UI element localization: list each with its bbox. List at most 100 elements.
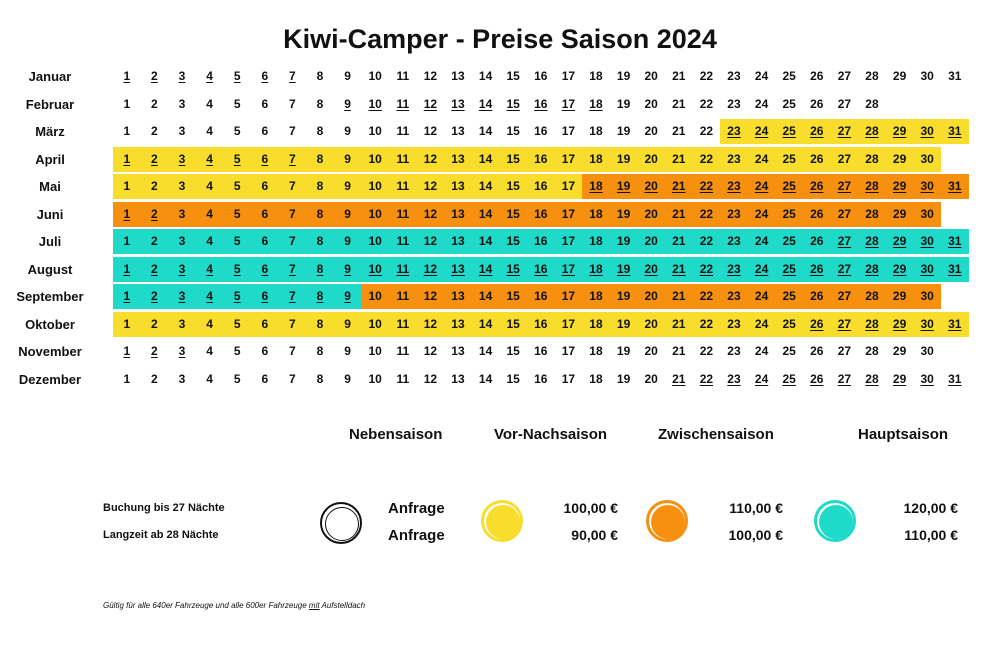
month-label: Juli xyxy=(38,234,62,249)
calendar-day-cell: 17 xyxy=(561,344,576,358)
calendar-day-cell: 13 xyxy=(444,201,472,227)
calendar-day-cell: 30 xyxy=(913,284,941,309)
legend-row-label-buchung: Buchung bis 27 Nächte xyxy=(103,502,225,514)
calendar-day-cell: 14 xyxy=(478,371,493,386)
calendar-day-cell: 25 xyxy=(775,311,803,337)
calendar-day-cell: 13 xyxy=(444,256,472,282)
calendar-day-cell: 29 xyxy=(892,371,907,386)
hauptsaison-circle-icon xyxy=(814,500,856,542)
validity-note: Gültig für alle 640er Fahrzeuge und alle… xyxy=(103,601,365,610)
calendar-day-cell: 19 xyxy=(609,174,638,199)
calendar-day-cell: 2 xyxy=(140,284,169,309)
calendar-day-cell: 7 xyxy=(278,284,307,309)
calendar-day-cell: 31 xyxy=(941,119,969,144)
calendar-day-cell: 28 xyxy=(858,146,886,172)
calendar-day-cell: 28 xyxy=(858,119,886,144)
calendar-day-cell: 17 xyxy=(561,69,576,83)
calendar-day-cell: 23 xyxy=(720,119,748,144)
calendar-day-cell: 9 xyxy=(333,256,362,282)
calendar-day-cell: 9 xyxy=(344,124,351,138)
calendar-day-cell: 29 xyxy=(885,229,914,254)
calendar-day-cell: 1 xyxy=(113,256,141,282)
calendar-day-cell: 14 xyxy=(478,124,493,138)
calendar-day-cell: 18 xyxy=(582,311,610,337)
calendar-day-cell: 24 xyxy=(747,119,776,144)
calendar-day-cell: 22 xyxy=(692,174,721,199)
calendar-day-cell: 24 xyxy=(747,229,776,254)
calendar-day-cell: 14 xyxy=(471,284,500,309)
calendar-day-cell: 6 xyxy=(251,229,279,254)
calendar-day-cell: 5 xyxy=(223,146,251,172)
calendar-day-cell: 24 xyxy=(754,96,769,111)
calendar-day-cell: 24 xyxy=(747,284,776,309)
calendar-day-cell: 11 xyxy=(389,146,417,172)
calendar-day-cell: 31 xyxy=(941,174,969,199)
calendar-day-cell: 10 xyxy=(361,146,389,172)
calendar-day-cell: 30 xyxy=(913,311,941,337)
calendar-day-cell: 21 xyxy=(665,311,693,337)
legend-header-vor-nachsaison: Vor-Nachsaison xyxy=(494,426,608,443)
calendar-day-cell: 14 xyxy=(471,201,500,227)
calendar-day-cell: 11 xyxy=(396,124,410,138)
calendar-day-cell: 2 xyxy=(151,371,158,386)
calendar-day-cell: 20 xyxy=(644,96,658,111)
calendar-day-cell: 23 xyxy=(720,284,748,309)
calendar-day-cell: 23 xyxy=(727,96,741,111)
calendar-day-cell: 4 xyxy=(206,371,213,386)
calendar-day-cell: 18 xyxy=(589,124,603,138)
calendar-day-cell: 19 xyxy=(609,311,638,337)
calendar-day-cell: 29 xyxy=(885,119,914,144)
calendar-day-cell: 14 xyxy=(471,256,500,282)
month-label: Dezember xyxy=(18,371,82,387)
calendar-day-cell: 26 xyxy=(803,119,831,144)
calendar-day-cell: 7 xyxy=(278,201,307,227)
calendar-day-cell: 27 xyxy=(837,96,852,111)
zwischensaison-price-langzeit: 100,00 € xyxy=(728,527,784,543)
calendar-day-cell: 3 xyxy=(168,311,196,337)
calendar-day-cell: 8 xyxy=(316,344,324,358)
calendar-day-cell: 31 xyxy=(941,256,969,282)
calendar-day-cell: 24 xyxy=(747,174,776,199)
calendar-day-cell: 24 xyxy=(754,371,769,386)
calendar-day-cell: 4 xyxy=(195,174,224,199)
calendar-day-cell: 28 xyxy=(858,284,886,309)
calendar-day-cell: 21 xyxy=(672,124,686,138)
calendar-day-cell: 22 xyxy=(699,344,714,358)
calendar-day-cell: 1 xyxy=(123,371,131,386)
calendar-day-cell: 27 xyxy=(830,229,859,254)
calendar-day-cell: 3 xyxy=(178,344,186,358)
calendar-day-cell: 13 xyxy=(444,284,472,309)
calendar-day-cell: 21 xyxy=(665,201,693,227)
calendar-day-cell: 2 xyxy=(151,344,158,358)
calendar-day-cell: 8 xyxy=(306,311,334,337)
calendar-day-cell: 12 xyxy=(423,69,438,83)
calendar-day-cell: 16 xyxy=(527,256,555,282)
hauptsaison-price-langzeit: 110,00 € xyxy=(904,527,958,543)
calendar-day-cell: 22 xyxy=(692,229,721,254)
calendar-day-cell: 25 xyxy=(775,146,803,172)
calendar-day-cell: 5 xyxy=(223,311,251,337)
calendar-day-cell: 21 xyxy=(672,69,686,83)
month-label: April xyxy=(35,151,65,167)
calendar-day-cell: 29 xyxy=(885,284,914,309)
season-calendar: Januar 1 2 3 4 5 6 7 8 9 10 11 12 13 14 15 16 17 18 19 20 21 2… xyxy=(0,63,1000,393)
calendar-day-cell: 1 xyxy=(123,96,131,111)
calendar-day-cell: 22 xyxy=(692,284,721,309)
calendar-day-cell: 4 xyxy=(195,146,224,172)
calendar-day-cell: 15 xyxy=(506,96,520,111)
calendar-day-cell: 16 xyxy=(534,371,548,386)
calendar-day-cell: 25 xyxy=(775,119,803,144)
month-label: August xyxy=(27,261,73,277)
calendar-day-cell: 26 xyxy=(810,371,824,386)
calendar-day-cell: 23 xyxy=(720,229,748,254)
calendar-day-cell: 11 xyxy=(389,256,417,282)
calendar-day-cell: 28 xyxy=(865,96,879,111)
calendar-day-cell: 6 xyxy=(261,344,269,358)
calendar-day-cell: 23 xyxy=(727,344,741,358)
calendar-day-cell: 10 xyxy=(368,371,382,386)
zwischensaison-circle-icon xyxy=(646,500,688,542)
calendar-day-cell: 7 xyxy=(278,174,307,199)
calendar-day-cell: 24 xyxy=(747,256,776,282)
calendar-day-cell: 25 xyxy=(782,96,796,111)
calendar-day-cell: 23 xyxy=(720,174,748,199)
